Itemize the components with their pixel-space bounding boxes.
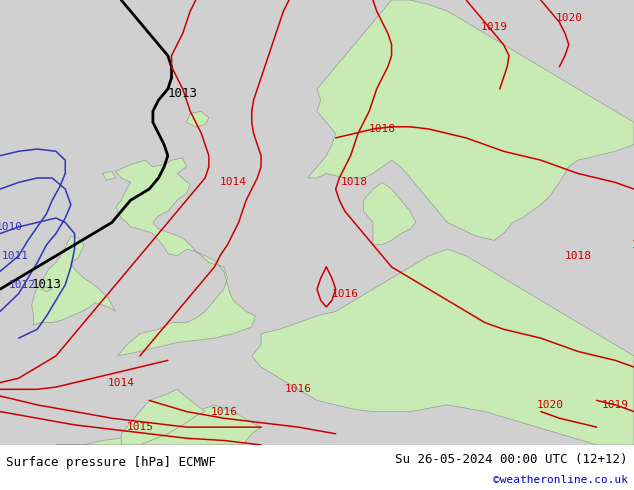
Text: 1019: 1019 (481, 22, 508, 32)
Polygon shape (41, 287, 52, 292)
Polygon shape (56, 405, 261, 445)
Text: 1018: 1018 (369, 124, 396, 134)
Text: 1019: 1019 (602, 400, 629, 410)
Polygon shape (115, 158, 256, 356)
Text: 1016: 1016 (210, 407, 237, 416)
Text: 1011: 1011 (1, 251, 29, 261)
Text: 1012: 1012 (9, 280, 36, 290)
Text: 1018: 1018 (341, 177, 368, 187)
Text: 1014: 1014 (108, 378, 134, 388)
Polygon shape (121, 389, 205, 445)
Text: 1018: 1018 (564, 251, 592, 261)
Text: ©weatheronline.co.uk: ©weatheronline.co.uk (493, 475, 628, 485)
Polygon shape (364, 182, 416, 245)
Text: 1016: 1016 (285, 384, 312, 394)
Text: 1013: 1013 (32, 278, 61, 291)
Polygon shape (252, 249, 634, 445)
Text: 1016: 1016 (332, 289, 358, 298)
Text: Surface pressure [hPa] ECMWF: Surface pressure [hPa] ECMWF (6, 456, 216, 468)
Text: 1020: 1020 (536, 400, 564, 410)
Text: 1018: 1018 (631, 240, 634, 250)
Text: Su 26-05-2024 00:00 UTC (12+12): Su 26-05-2024 00:00 UTC (12+12) (395, 453, 628, 466)
Text: 1014: 1014 (219, 177, 247, 187)
Text: 1015: 1015 (126, 422, 153, 432)
Text: 1010: 1010 (0, 222, 23, 232)
Polygon shape (307, 0, 634, 240)
Polygon shape (32, 236, 115, 325)
Polygon shape (186, 111, 209, 127)
Text: 1020: 1020 (555, 13, 582, 23)
Polygon shape (103, 172, 115, 180)
Text: 1013: 1013 (168, 87, 198, 100)
